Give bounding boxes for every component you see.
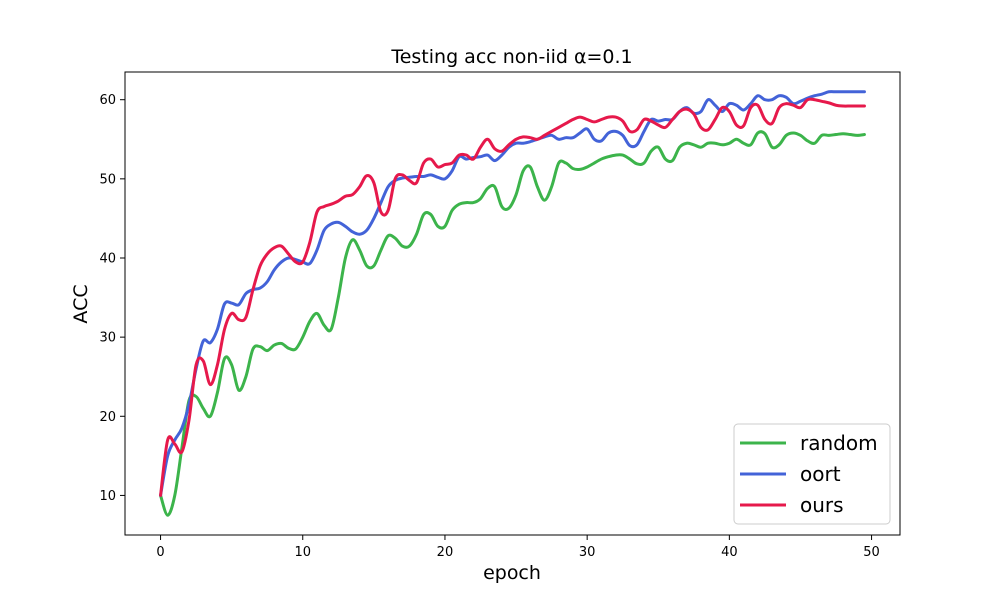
legend-frame (733, 423, 891, 525)
y-tick-label: 20 (99, 410, 116, 425)
y-tick-label: 10 (99, 489, 116, 504)
x-tick-label: 0 (156, 545, 164, 560)
legend-label-oort: oort (800, 462, 841, 486)
y-axis-label: ACC (70, 284, 92, 323)
x-tick-label: 50 (863, 545, 880, 560)
x-tick-label: 40 (721, 545, 738, 560)
y-tick-label: 30 (99, 331, 116, 346)
x-tick-label: 10 (294, 545, 311, 560)
series-layer (159, 90, 866, 517)
x-axis-label: epoch (483, 562, 541, 584)
series-line-random (159, 130, 866, 517)
x-tick-label: 30 (579, 545, 596, 560)
y-axis-ticks: 10 20 30 40 50 60 (99, 93, 125, 504)
y-tick-label: 60 (99, 93, 116, 108)
legend-label-ours: ours (800, 493, 844, 517)
legend-label-random: random (800, 431, 878, 455)
x-axis-ticks: 0 10 20 30 40 50 (156, 535, 880, 560)
series-line-oort (159, 90, 866, 497)
x-tick-label: 20 (437, 545, 454, 560)
y-tick-label: 50 (99, 172, 116, 187)
y-tick-label: 40 (99, 251, 116, 266)
chart-title: Testing acc non-iid α=0.1 (390, 46, 632, 68)
series-line-ours (159, 97, 866, 497)
legend: random oort ours (733, 423, 891, 525)
plot-area-frame (124, 71, 901, 536)
